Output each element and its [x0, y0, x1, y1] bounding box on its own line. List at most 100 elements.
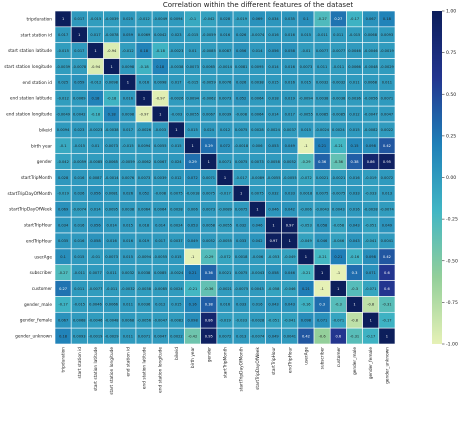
cell-value-label: 0.0018	[300, 192, 313, 196]
cell-value-label: 0.0068	[364, 33, 377, 37]
cell-value-label: 0.006	[252, 144, 263, 148]
cell-value-label: -0.051	[268, 319, 280, 323]
cell-value-label: -0.0046	[364, 49, 379, 53]
cell-value-label: -0.0074	[380, 208, 395, 212]
chart-title: Correlation within the different feature…	[163, 1, 353, 9]
cell-value-label: 0.6	[335, 334, 341, 338]
colorbar-tick-label: 0.50	[446, 92, 456, 98]
cell-value-label: 0.071	[366, 271, 376, 275]
cell-value-label: -0.012	[138, 17, 150, 21]
cell-value-label: 0.072	[220, 144, 230, 148]
cell-value-label: 0.017	[90, 33, 100, 37]
cell-value-label: 0.0077	[89, 271, 102, 275]
cell-value-label: 0.034	[58, 223, 69, 227]
colorbar-tick-label: 0.25	[446, 133, 456, 139]
cell-value-label: 0.018	[139, 223, 150, 227]
cell-value-label: -0.0085	[153, 287, 167, 291]
cell-value-label: 0.18	[156, 65, 165, 69]
cell-value-label: 0.0046	[89, 303, 102, 307]
cell-value-label: -0.0075	[331, 192, 345, 196]
cell-value-label: 0.29	[189, 160, 198, 164]
row-label: userAge	[34, 254, 52, 260]
column-labels: tripduration start station id start statio…	[61, 346, 391, 394]
cell-value-label: 0.052	[236, 97, 246, 101]
cell-value-label: 1	[208, 160, 210, 164]
cell-value-label: 0.0052	[203, 239, 216, 243]
cell-value-label: 0.016	[220, 33, 231, 37]
cell-value-label: 0.053	[187, 223, 197, 227]
cell-value-label: 0.0052	[283, 160, 296, 164]
cell-value-label: -0.0024	[169, 271, 184, 275]
cell-value-label: 0.0068	[73, 319, 86, 323]
cell-value-label: -0.015	[122, 144, 134, 148]
cell-value-label: 0.0076	[122, 176, 135, 180]
cell-value-label: 0.0093	[381, 33, 394, 37]
cell-value-label: 0.017	[171, 81, 181, 85]
cell-value-label: 0.016	[139, 81, 150, 85]
cell-value-label: -0.0047	[364, 112, 378, 116]
cell-value-label: 0.0024	[170, 287, 183, 291]
cell-value-label: 0.0076	[219, 81, 232, 85]
cell-value-label: 0.42	[383, 255, 391, 259]
cell-value-label: 0.0071	[138, 334, 151, 338]
row-label: end station id	[22, 80, 52, 86]
cell-value-label: -0.0021	[331, 176, 345, 180]
column-label: start station latitude	[93, 347, 99, 391]
cell-value-label: -0.0046	[89, 319, 104, 323]
cell-value-label: -0.011	[106, 287, 118, 291]
cell-value-label: -0.0085	[202, 49, 216, 53]
cell-value-label: 0.049	[285, 144, 296, 148]
column-label: birth year	[190, 347, 196, 368]
cell-value-label: -0.008	[235, 112, 247, 116]
cell-value-label: 0.0039	[219, 112, 232, 116]
cell-value-label: -0.29	[204, 255, 214, 259]
cell-value-label: -0.31	[350, 334, 359, 338]
column-label: tripduration	[61, 347, 67, 373]
cell-value-label: 0.028	[58, 176, 69, 180]
cell-value-label: 0.0038	[316, 97, 329, 101]
row-label: startTripMonth	[21, 175, 52, 181]
cell-value-label: 0.18	[91, 97, 100, 101]
cell-value-label: -0.041	[284, 319, 296, 323]
cell-value-label: -0.0024	[315, 128, 330, 132]
cell-value-label: 0.0067	[203, 112, 216, 116]
cell-value-label: 0.043	[349, 239, 359, 243]
cell-value-label: -0.015	[57, 49, 69, 53]
cell-value-label: 0.017	[155, 239, 165, 243]
cell-value-label: 0.01	[189, 49, 197, 53]
cell-value-label: 0.058	[268, 271, 279, 275]
cell-value-label: -0.0089	[250, 176, 265, 180]
colorbar-tick-label: -0.75	[446, 300, 458, 306]
cell-value-label: 0.0095	[251, 65, 264, 69]
cell-value-label: 0.0075	[251, 192, 264, 196]
cell-value-label: 0.016	[107, 239, 118, 243]
cell-value-label: 0.0073	[300, 65, 313, 69]
cell-value-label: -0.0078	[72, 65, 87, 69]
cell-value-label: 0.0028	[170, 208, 183, 212]
cell-value-label: 0.015	[171, 303, 181, 307]
cell-value-label: 0.014	[268, 112, 279, 116]
cell-value-label: -0.015	[187, 33, 199, 37]
cell-value-label: 0.042	[285, 208, 295, 212]
cell-value-label: 0.016	[252, 303, 263, 307]
cell-value-label: 0.025	[58, 81, 68, 85]
cell-value-label: 0.026	[74, 192, 85, 196]
cell-value-label: 1	[337, 287, 339, 291]
cell-value-label: 0.015	[301, 128, 311, 132]
cell-value-label: 0.0075	[235, 271, 248, 275]
cell-value-label: -0.3	[335, 303, 342, 307]
cell-value-label: 0.049	[187, 239, 198, 243]
column-label: end station latitude	[142, 347, 148, 389]
cell-value-label: 0.0047	[154, 334, 167, 338]
cell-value-label: 0.0073	[138, 176, 151, 180]
cell-value-label: 0.0038	[251, 81, 264, 85]
cell-value-label: -0.36	[204, 287, 214, 291]
cell-value-label: -0.42	[188, 334, 197, 338]
cell-value-label: 0.098	[366, 255, 377, 259]
cell-value-label: -0.0074	[72, 208, 87, 212]
cell-value-label: -0.041	[365, 239, 377, 243]
cell-value-label: 0.0028	[251, 128, 264, 132]
cell-value-label: 0.017	[74, 49, 84, 53]
colorbar-tick-label: 0.00	[446, 175, 456, 181]
cell-value-label: 0.032	[268, 192, 278, 196]
